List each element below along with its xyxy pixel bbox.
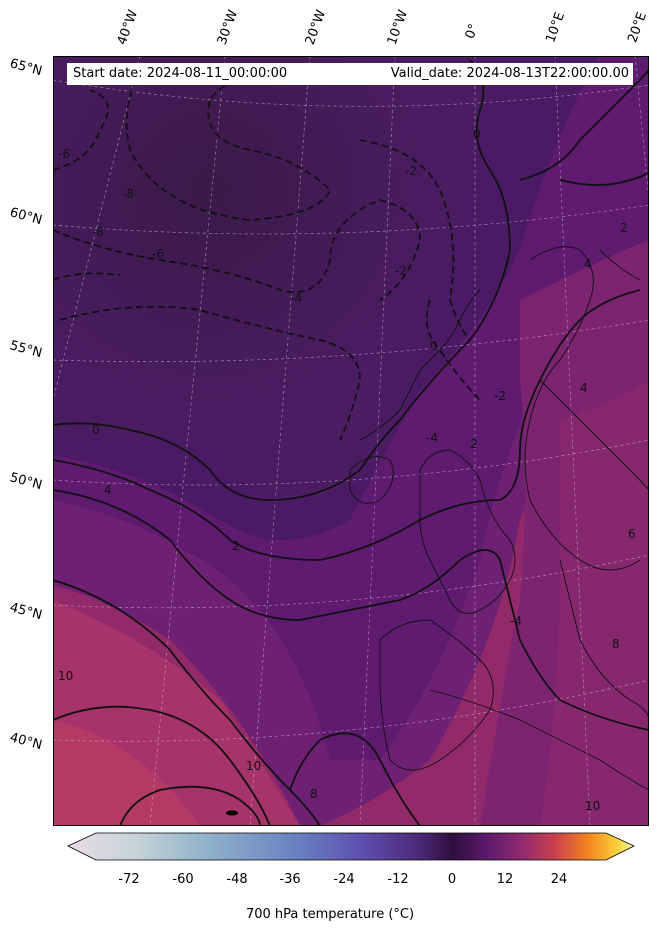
contour-label: -4 — [426, 431, 438, 445]
contour-label: 2 — [232, 539, 240, 553]
map-fill: -6 -8 -6 -4 -2 -2 0 0 4 2 10 10 8 10 6 2 4 -2 -4 8 2 -8 0 -4 4 — [53, 56, 649, 826]
contour-label: -6 — [152, 247, 164, 261]
contour-label: 8 — [612, 637, 620, 651]
contour-label: 8 — [310, 787, 318, 801]
contour-label: 10 — [246, 759, 261, 773]
colorbar-label: 700 hPa temperature (°C) — [245, 907, 415, 922]
contour-label: -6 — [58, 147, 70, 161]
contour-label: 4 — [584, 257, 592, 271]
contour-label: 6 — [628, 527, 636, 541]
contour-label: 0 — [473, 127, 481, 141]
contour-label: 2 — [620, 221, 628, 235]
colorbar-tick: 24 — [550, 872, 568, 887]
contour-label: 10 — [585, 799, 600, 813]
contour-label: -2 — [494, 389, 506, 403]
contour-label: -4 — [510, 614, 522, 628]
contour-labels: -6 -8 -6 -4 -2 -2 0 0 4 2 10 10 8 10 6 2 4 -2 -4 8 2 -8 0 -4 4 — [58, 127, 636, 813]
map-frame — [53, 56, 649, 826]
valid-date-label: Valid_date: 2024-08-13T22:00:00.00 — [390, 66, 629, 81]
colorbar — [67, 832, 635, 861]
contour-label: 0 — [430, 339, 438, 353]
contour-label: 2 — [470, 437, 478, 451]
colorbar-tick: -36 — [279, 872, 301, 887]
contour-label: 4 — [580, 381, 588, 395]
contour-label: 0 — [92, 423, 100, 437]
contour-label: -2 — [395, 264, 407, 278]
start-date-label: Start date: 2024-08-11_00:00:00 — [73, 66, 288, 81]
contour-label: 4 — [104, 483, 112, 497]
date-info-box: Start date: 2024-08-11_00:00:00 Valid_da… — [67, 63, 633, 85]
contour-label: -2 — [405, 164, 417, 178]
colorbar-tick: 12 — [496, 872, 514, 887]
colorbar-tick: -48 — [226, 872, 248, 887]
colorbar-tick: -24 — [333, 872, 355, 887]
contour-label: 10 — [58, 669, 73, 683]
colorbar-tick: -60 — [172, 872, 194, 887]
contour-label: -8 — [92, 225, 104, 239]
contour-label: -4 — [290, 291, 302, 305]
colorbar-tick: -72 — [118, 872, 140, 887]
colorbar-tick: -12 — [387, 872, 409, 887]
contour-label: -8 — [122, 187, 134, 201]
colorbar-tick: 0 — [447, 872, 457, 887]
